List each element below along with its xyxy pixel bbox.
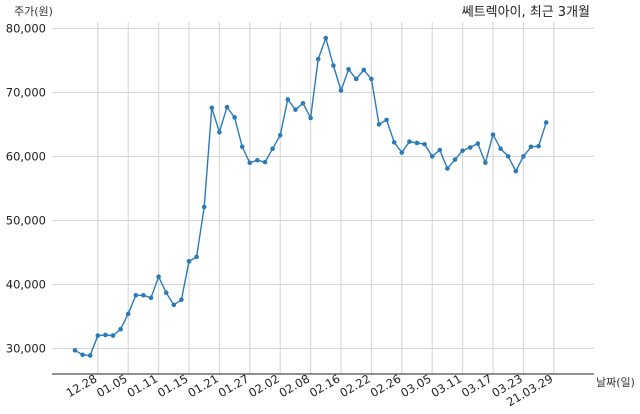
x-tick-label: 02.22 (337, 371, 373, 400)
y-tick-label: 30,000 (6, 341, 46, 355)
data-point (209, 105, 215, 111)
grid-lines (52, 22, 594, 374)
data-point (163, 290, 169, 296)
data-point (361, 67, 367, 73)
data-point (353, 76, 359, 82)
data-point (407, 139, 412, 144)
x-tick-label: 02.26 (368, 371, 404, 400)
data-point (125, 311, 131, 317)
data-point (543, 120, 549, 125)
data-point (384, 117, 389, 123)
data-point (217, 129, 222, 135)
data-point (308, 115, 313, 121)
y-tick-label: 50,000 (6, 213, 46, 227)
data-point (467, 145, 473, 150)
data-point (399, 150, 405, 155)
chart-title: 쎄트렉아이, 최근 3개월 (462, 5, 590, 20)
data-point (445, 166, 450, 171)
y-axis-title: 주가(원) (14, 5, 53, 18)
data-point (148, 295, 154, 301)
x-tick-label: 02.02 (246, 371, 282, 400)
x-tick-label: 01.15 (155, 371, 191, 400)
x-tick-labels: 12.2801.0501.1101.1501.2101.2702.0202.08… (64, 371, 556, 409)
data-point (505, 154, 511, 159)
x-tick-label: 01.21 (185, 371, 221, 400)
x-tick-label: 03.05 (398, 371, 434, 400)
data-point (422, 141, 427, 147)
data-point (239, 144, 245, 150)
data-point (262, 159, 268, 165)
x-tick-label: 02.16 (307, 371, 343, 400)
data-point (369, 76, 374, 82)
data-point (391, 140, 397, 145)
data-point (133, 292, 139, 298)
data-point (513, 168, 519, 174)
data-point (171, 302, 177, 308)
data-point (255, 157, 260, 163)
data-point (285, 97, 291, 102)
y-tick-label: 40,000 (6, 277, 46, 291)
data-point (498, 146, 503, 152)
data-point (376, 122, 382, 127)
data-point (315, 56, 321, 62)
y-tick-label: 70,000 (6, 85, 46, 99)
data-point (270, 146, 275, 152)
data-point (186, 259, 192, 264)
data-point (528, 144, 534, 150)
data-point (437, 147, 443, 153)
data-point (483, 160, 488, 166)
data-point (300, 100, 306, 106)
data-point (201, 204, 207, 210)
y-tick-labels: 30,000 40,000 50,000 60,000 70,000 80,000 (6, 21, 46, 355)
data-point (80, 352, 85, 358)
x-tick-label: 01.11 (125, 371, 161, 400)
data-point (429, 154, 435, 159)
data-point (277, 132, 283, 138)
data-point (490, 132, 496, 137)
y-tick-label: 60,000 (6, 149, 46, 163)
data-point (232, 115, 237, 120)
data-point (224, 104, 230, 110)
x-tick-label: 12.28 (64, 371, 100, 400)
data-point (293, 107, 298, 112)
data-point (110, 333, 116, 338)
data-point (331, 63, 336, 68)
data-point (118, 326, 123, 332)
data-point (194, 254, 199, 260)
data-point (460, 148, 465, 153)
data-point (103, 332, 108, 338)
x-tick-label: 03.11 (429, 371, 465, 400)
y-tick-label: 80,000 (6, 21, 46, 35)
data-point (141, 292, 146, 298)
x-tick-label: 03.17 (459, 371, 495, 400)
data-point (346, 67, 351, 72)
data-point (247, 160, 253, 166)
series-layer (72, 35, 549, 358)
data-point (414, 140, 420, 146)
x-tick-label: 01.05 (94, 371, 130, 400)
data-point (87, 353, 93, 358)
data-point (156, 274, 161, 280)
data-point (521, 154, 526, 159)
data-point (179, 297, 184, 303)
data-point (475, 141, 481, 146)
data-point (338, 88, 344, 93)
data-point (452, 157, 458, 162)
data-point (72, 348, 78, 353)
data-point (536, 143, 541, 149)
data-point (95, 333, 101, 338)
x-axis-title: 날짜(일) (596, 375, 635, 389)
x-tick-label: 01.27 (216, 371, 252, 400)
x-tick-label: 02.08 (277, 371, 313, 400)
data-point (323, 35, 329, 41)
